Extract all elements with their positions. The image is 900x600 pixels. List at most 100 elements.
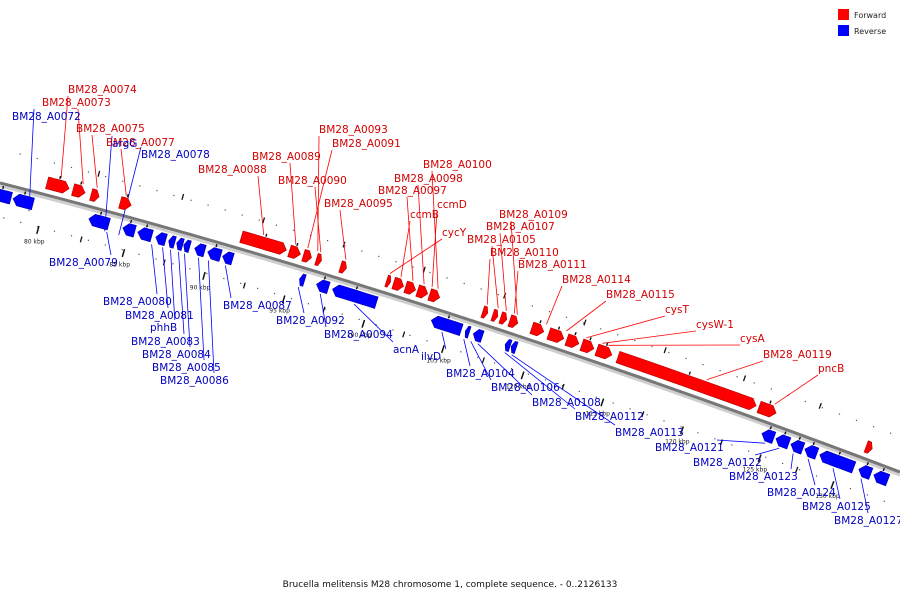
guide-dot xyxy=(173,194,175,197)
guide-dot xyxy=(770,388,772,390)
gene-label-cycy: cycY xyxy=(442,227,467,239)
guide-dot xyxy=(531,305,533,307)
reverse-label-leader xyxy=(170,249,176,321)
gene-marker xyxy=(296,242,299,247)
scale-label: 120 kbp xyxy=(665,439,690,446)
guide-dot xyxy=(361,250,363,252)
scale-tick xyxy=(520,371,525,380)
guide-dot xyxy=(799,469,801,471)
guide-dot xyxy=(685,357,687,360)
gene-label-bm28-a0077: BM28_A0077 xyxy=(106,137,175,149)
guide-dot xyxy=(309,234,312,236)
reverse-label-leader xyxy=(162,247,169,309)
gene-label-bm28-a0104: BM28_A0104 xyxy=(446,368,515,380)
forward-label-leader xyxy=(566,300,607,332)
minor-tick xyxy=(79,236,83,243)
gene-marker xyxy=(589,337,592,341)
forward-gene-arrow xyxy=(314,253,322,267)
reverse-label-leader xyxy=(297,286,305,314)
minor-tick xyxy=(402,331,406,338)
gene-marker xyxy=(688,371,691,375)
gene-label-bm28-a0085: BM28_A0085 xyxy=(152,362,221,374)
gene-marker xyxy=(769,426,772,430)
scale-tick xyxy=(281,295,286,304)
reverse-gene-arrow xyxy=(194,243,207,258)
forward-label-leader xyxy=(400,220,411,277)
forward-label-leader xyxy=(431,210,438,287)
reverse-gene-arrow xyxy=(316,279,331,294)
guide-dot xyxy=(866,494,868,496)
guide-dot xyxy=(426,340,428,342)
gene-label-bm28-a0081: BM28_A0081 xyxy=(125,310,194,322)
reverse-label-leader xyxy=(208,260,215,374)
reverse-label-leader xyxy=(118,146,142,236)
legend-reverse-label: Reverse xyxy=(854,27,886,36)
reverse-label-leader xyxy=(860,478,869,514)
reverse-label-leader xyxy=(790,453,794,470)
guide-dot xyxy=(821,407,823,409)
minor-tick xyxy=(795,466,799,473)
guide-dot xyxy=(240,282,242,284)
gene-marker xyxy=(606,342,609,347)
gene-label-bm28-a0072: BM28_A0072 xyxy=(12,111,81,123)
guide-dot xyxy=(668,351,670,354)
gene-label-argg: argG xyxy=(112,138,137,150)
reverse-label-leader xyxy=(477,343,533,396)
reverse-label-leader xyxy=(754,447,780,456)
forward-gene-arrow xyxy=(427,288,441,303)
guide-dot xyxy=(189,268,191,270)
reverse-gene-arrow xyxy=(504,338,513,352)
guide-dot xyxy=(804,400,806,403)
guide-dot xyxy=(258,219,260,221)
scale-label: 110 kbp xyxy=(506,384,531,391)
reverse-gene-arrow xyxy=(0,188,13,205)
forward-label-leader xyxy=(406,196,414,281)
guide-dot xyxy=(19,153,21,155)
guide-dot xyxy=(561,385,563,387)
gene-label-bm28-a0112: BM28_A0112 xyxy=(575,411,644,423)
forward-gene-arrow xyxy=(301,248,312,263)
guide-dot xyxy=(651,346,653,348)
forward-label-leader xyxy=(289,162,297,245)
gene-label-acna: acnA xyxy=(393,344,420,356)
gene-label-bm28-a0108: BM28_A0108 xyxy=(532,397,601,409)
reverse-label-leader xyxy=(178,251,185,335)
reverse-label-leader xyxy=(184,253,191,348)
gene-label-bm28-a0078: BM28_A0078 xyxy=(141,149,210,161)
forward-gene-arrow xyxy=(490,308,499,322)
reverse-label-leader xyxy=(807,458,816,486)
dotted-guide-lines xyxy=(3,153,892,502)
reverse-gene-arrow xyxy=(88,213,111,231)
guide-dot xyxy=(155,258,157,260)
gene-label-bm28-a0109: BM28_A0109 xyxy=(499,209,568,221)
gene-label-cysa: cysA xyxy=(740,333,765,345)
reverse-label-leader xyxy=(106,231,112,256)
gene-marker xyxy=(866,461,869,466)
forward-label-leader xyxy=(417,184,425,285)
forward-label-leader xyxy=(546,285,563,325)
guide-dot xyxy=(121,249,123,251)
guide-dot xyxy=(838,413,841,415)
guide-dot xyxy=(463,282,465,285)
scale-tick xyxy=(830,481,835,490)
guide-dot xyxy=(883,500,885,502)
guide-dot xyxy=(409,334,411,336)
map-caption: Brucella melitensis M28 chromosome 1, co… xyxy=(283,580,618,590)
gene-marker xyxy=(2,185,5,190)
guide-dot xyxy=(375,324,377,326)
label-leader-lines xyxy=(28,95,869,514)
guide-dot xyxy=(104,244,106,246)
guide-dot xyxy=(753,382,755,384)
gene-label-bm28-a0093: BM28_A0093 xyxy=(319,124,388,136)
guide-dot xyxy=(629,408,631,410)
gene-marker xyxy=(130,219,133,224)
guide-dot xyxy=(697,432,699,434)
guide-dot xyxy=(358,318,360,320)
guide-dot xyxy=(20,221,22,223)
guide-dot xyxy=(53,162,55,164)
gene-marker xyxy=(59,175,62,180)
guide-dot xyxy=(3,217,5,219)
scale-tick xyxy=(600,398,605,407)
guide-dot xyxy=(224,209,226,211)
